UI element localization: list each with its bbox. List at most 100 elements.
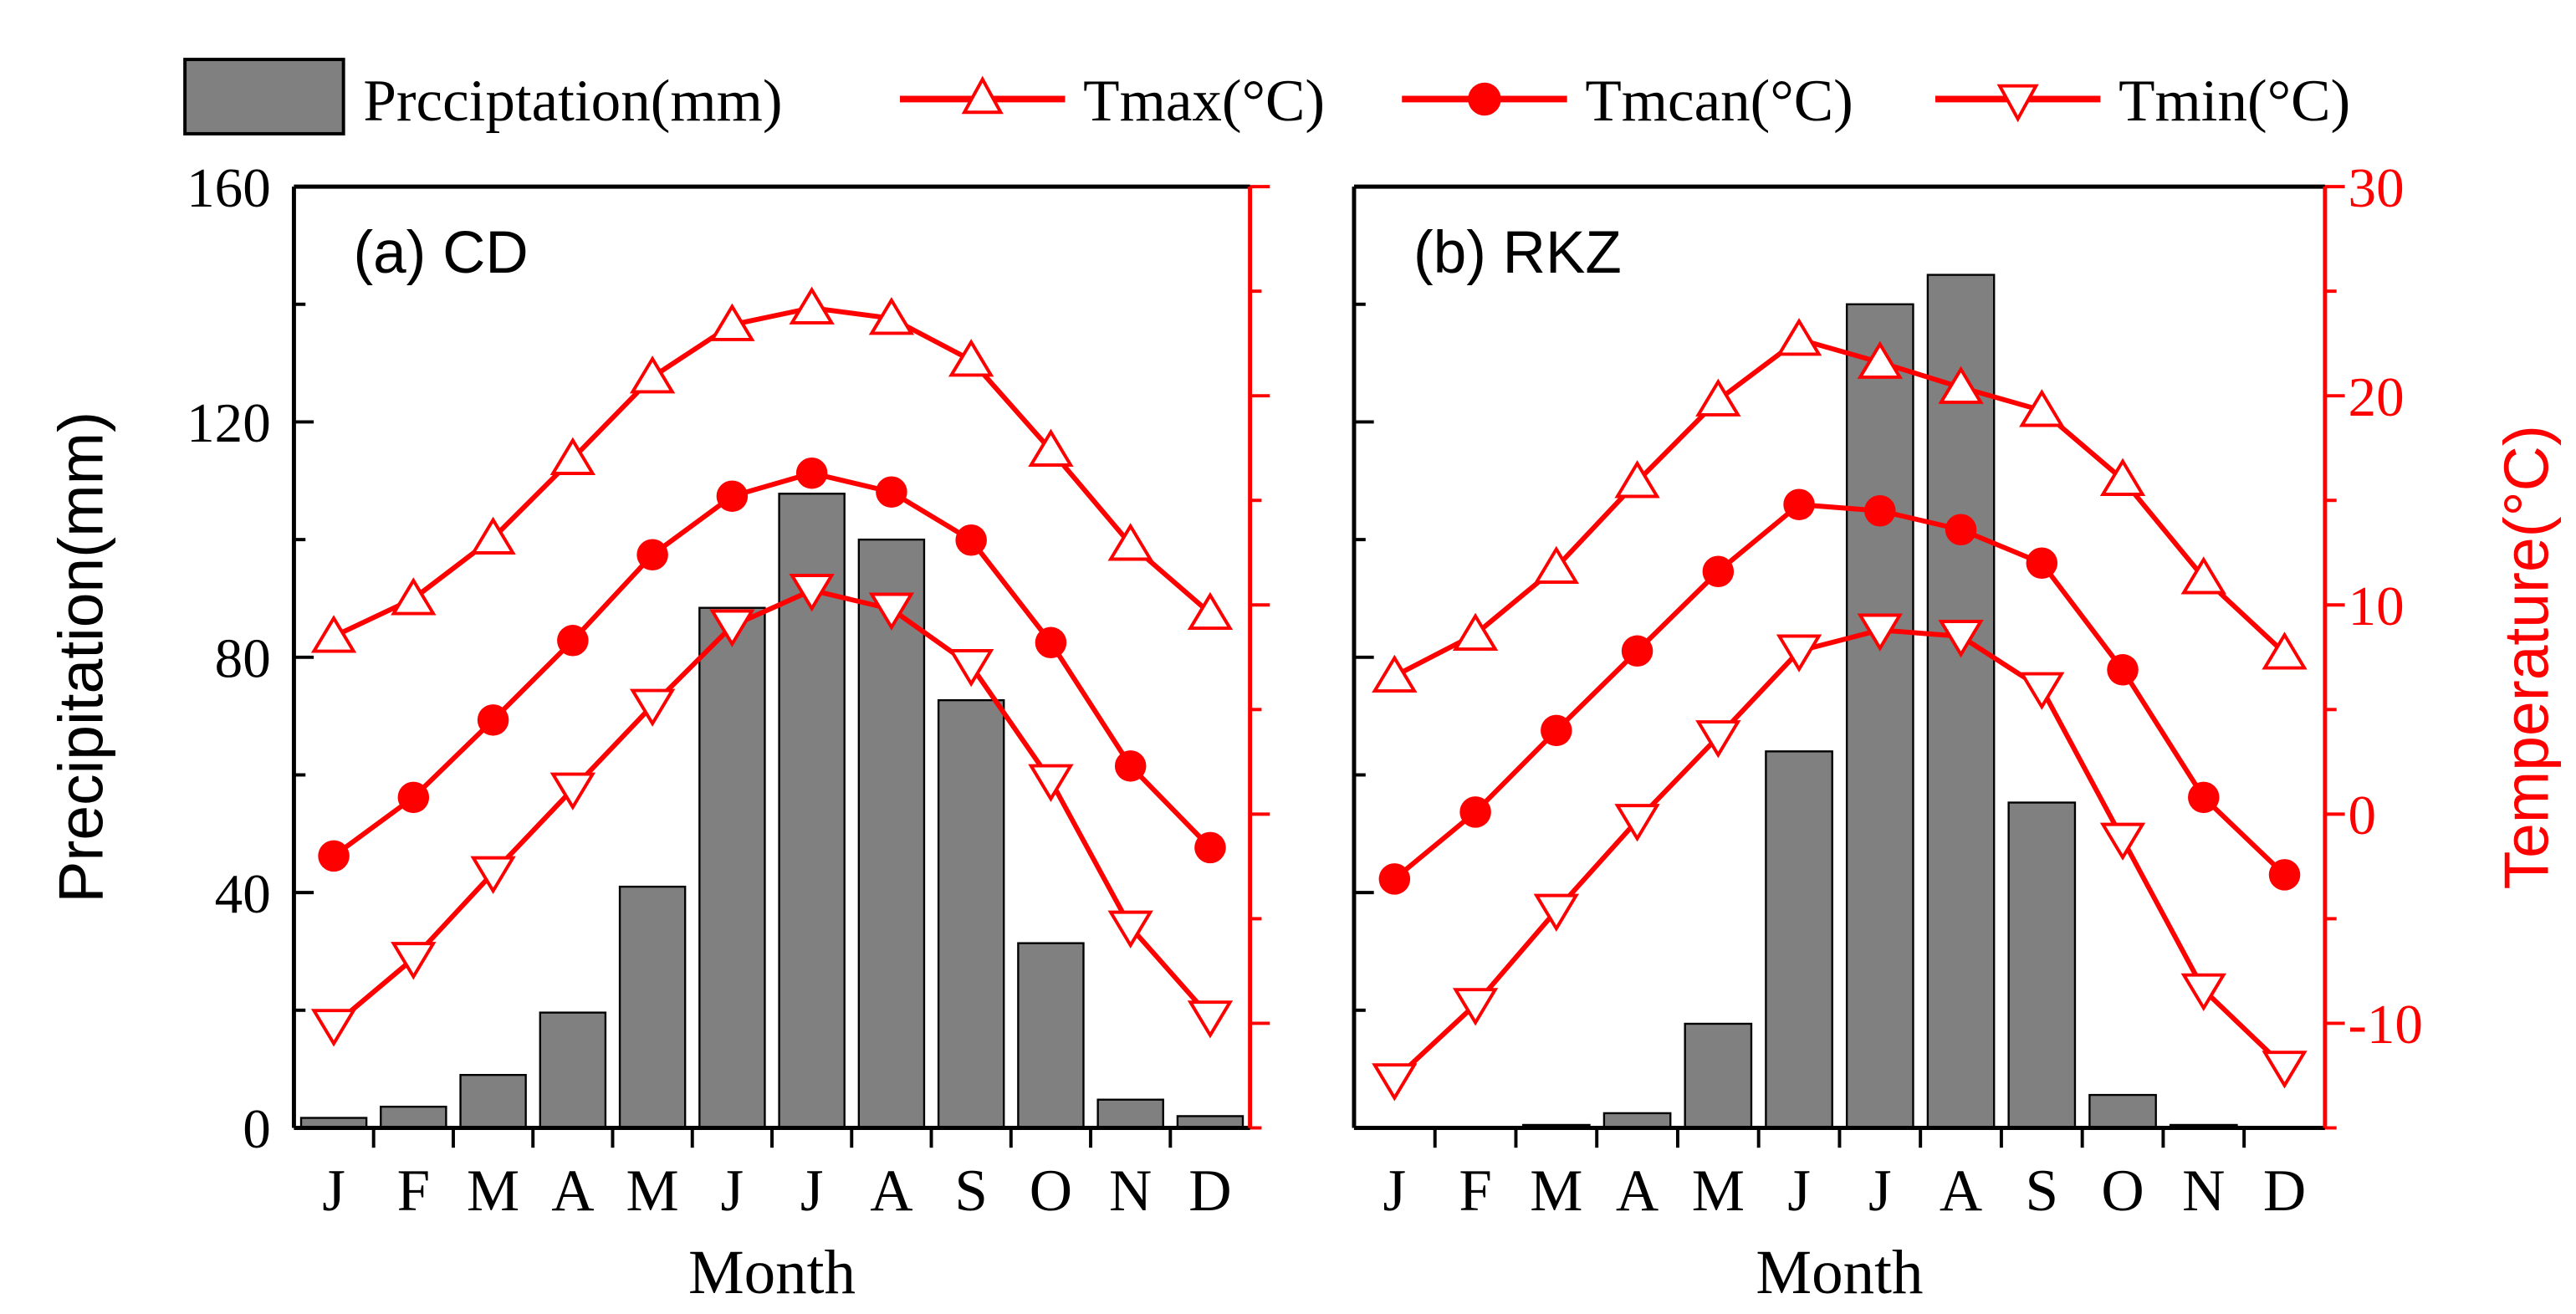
precipitation-bar bbox=[1845, 303, 1914, 1129]
tmin-marker bbox=[1372, 1063, 1418, 1102]
y-tick-label: 120 bbox=[187, 391, 271, 454]
tmax-marker bbox=[470, 516, 516, 555]
x-tick-label: A bbox=[870, 1158, 912, 1224]
legend-tmin-label: Tmin(°C) bbox=[2119, 69, 2350, 134]
x-axis-title: Month bbox=[1756, 1238, 1923, 1307]
panel-label: (a) CD bbox=[354, 220, 529, 286]
tmax-marker bbox=[709, 303, 755, 341]
tmean-line bbox=[332, 470, 1213, 858]
y2-tick-label: 10 bbox=[2349, 575, 2405, 637]
tmin-marker bbox=[868, 592, 915, 631]
y-tick-label: 160 bbox=[187, 156, 271, 219]
x-tick-label: M bbox=[626, 1158, 679, 1224]
tmin-marker bbox=[470, 856, 516, 894]
x-tick-label: A bbox=[1940, 1158, 1982, 1224]
tmean-marker bbox=[1864, 494, 1896, 527]
tmean-marker bbox=[955, 524, 987, 556]
x-tick-label: F bbox=[1459, 1158, 1492, 1224]
tmax-marker bbox=[2099, 458, 2146, 496]
tmin-line bbox=[1393, 627, 2287, 1082]
precipitation-bar bbox=[857, 538, 926, 1129]
y2-tick-label: -10 bbox=[2349, 993, 2423, 1056]
legend-precip-swatch bbox=[183, 58, 345, 135]
y2-tick-label: 20 bbox=[2349, 366, 2405, 428]
x-tick-label: S bbox=[954, 1158, 988, 1224]
tmean-marker bbox=[318, 840, 350, 872]
panel-label: (b) RKZ bbox=[1413, 220, 1622, 286]
tmean-marker bbox=[2188, 781, 2220, 814]
tmax-marker bbox=[629, 355, 676, 394]
tmean-marker bbox=[1035, 626, 1067, 659]
tmin-marker bbox=[2180, 973, 2226, 1011]
x-tick-label: M bbox=[1692, 1158, 1745, 1224]
x-axis-title: Month bbox=[688, 1238, 856, 1307]
tmax-marker bbox=[2180, 556, 2226, 595]
tmin-marker bbox=[1028, 764, 1074, 802]
legend-tmax-label: Tmax(°C) bbox=[1083, 69, 1325, 134]
legend-tmax-marker bbox=[961, 75, 1004, 115]
x-tick-label: J bbox=[322, 1158, 345, 1224]
tmax-marker bbox=[789, 286, 835, 325]
tmax-marker bbox=[1776, 318, 1822, 356]
tmin-marker bbox=[1857, 613, 1903, 652]
tmax-marker bbox=[1452, 612, 1499, 652]
precipitation-bar bbox=[2088, 1093, 2157, 1129]
tmax-marker bbox=[1187, 591, 1234, 631]
precipitation-bar bbox=[618, 885, 687, 1129]
tmean-marker bbox=[795, 457, 828, 489]
tmin-marker bbox=[1938, 620, 1984, 658]
precipitation-bar bbox=[539, 1011, 607, 1129]
precipitation-bar bbox=[1602, 1112, 1672, 1129]
tmin-marker bbox=[549, 772, 596, 810]
x-tick-label: M bbox=[467, 1158, 519, 1224]
y2-axis-title: Temperature(°C) bbox=[2491, 425, 2561, 889]
tmax-marker bbox=[1533, 545, 1580, 585]
x-tick-label: D bbox=[1188, 1158, 1231, 1224]
x-tick-label: A bbox=[1616, 1158, 1659, 1224]
legend: Prcciptation(mm) Tmax(°C) Tmcan(°C) Tmin… bbox=[183, 58, 2350, 135]
legend-tmean-marker bbox=[1468, 82, 1501, 116]
tmax-marker bbox=[2262, 631, 2308, 670]
x-tick-label: O bbox=[2101, 1158, 2144, 1224]
tmax-marker bbox=[1107, 523, 1153, 561]
tmax-marker bbox=[549, 437, 596, 475]
tmean-marker bbox=[2026, 547, 2058, 580]
tmin-marker bbox=[948, 649, 994, 688]
y-tick-label: 40 bbox=[215, 862, 271, 925]
x-tick-label: J bbox=[800, 1158, 824, 1224]
tmean-marker bbox=[1194, 831, 1226, 864]
precipitation-bar bbox=[1017, 942, 1085, 1129]
tmean-marker bbox=[397, 781, 430, 814]
tmean-marker bbox=[1541, 714, 1572, 747]
tmax-marker bbox=[1938, 366, 1984, 404]
tmean-marker bbox=[1459, 796, 1491, 828]
x-tick-label: N bbox=[2182, 1158, 2225, 1224]
precipitation-bar bbox=[1684, 1022, 1753, 1129]
tmin-marker bbox=[789, 574, 835, 612]
x-tick-label: M bbox=[1530, 1158, 1582, 1224]
tmax-marker bbox=[1695, 378, 1741, 417]
x-tick-label: F bbox=[397, 1158, 431, 1224]
tmean-marker bbox=[876, 476, 907, 508]
tmin-marker bbox=[709, 609, 755, 647]
tmin-marker bbox=[1533, 893, 1580, 932]
precipitation-bar bbox=[1096, 1098, 1164, 1129]
tmin-marker bbox=[1614, 804, 1660, 842]
tmax-marker bbox=[1857, 340, 1903, 379]
precipitation-bar bbox=[937, 698, 1005, 1129]
precipitation-bar bbox=[459, 1074, 527, 1129]
y2-tick-label: 30 bbox=[2349, 156, 2405, 219]
tmean-marker bbox=[1945, 514, 1977, 546]
tmean-marker bbox=[2268, 859, 2301, 891]
tmin-marker bbox=[2019, 672, 2065, 710]
tmin-marker bbox=[391, 942, 437, 980]
legend-tmean-label: Tmcan(°C) bbox=[1585, 69, 1853, 134]
tmax-marker bbox=[868, 297, 915, 335]
tmax-marker bbox=[1372, 654, 1418, 693]
tmin-marker bbox=[2099, 822, 2146, 861]
tmean-marker bbox=[557, 625, 589, 657]
y-axis-title: Precipitation(mm) bbox=[45, 412, 115, 903]
tmin-marker bbox=[1776, 634, 1822, 672]
tmax-marker bbox=[2019, 389, 2065, 427]
